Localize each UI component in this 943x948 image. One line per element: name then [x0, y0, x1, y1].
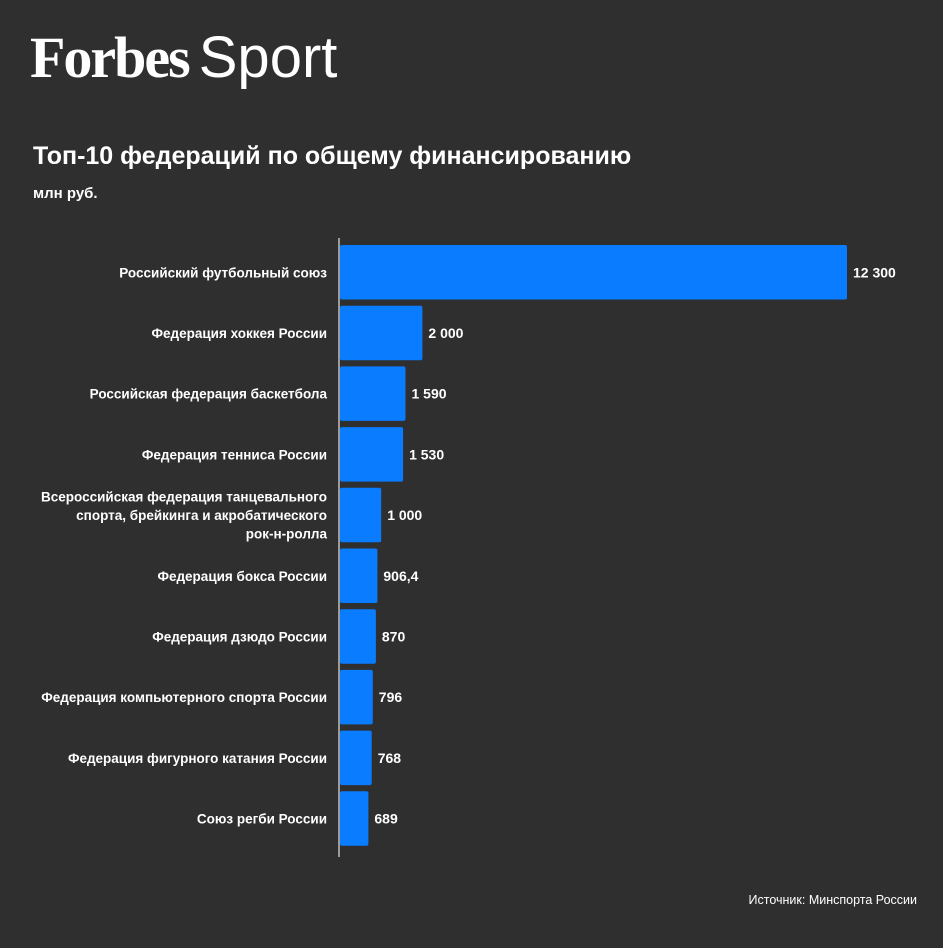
bar-value-label: 689	[374, 811, 398, 827]
category-label-line: Федерация хоккея России	[151, 326, 327, 341]
category-label: Федерация дзюдо России	[152, 630, 327, 645]
category-label-line: Союз регби России	[197, 812, 327, 827]
category-label: Федерация компьютерного спорта России	[41, 690, 327, 705]
bar	[340, 548, 378, 603]
bar	[340, 609, 376, 664]
bar-value-label: 1 000	[387, 507, 422, 523]
bar-value-label: 1 590	[412, 386, 447, 402]
category-label-line: Российская федерация баскетбола	[90, 387, 328, 402]
category-label: Союз регби России	[197, 812, 327, 827]
bar-value-label: 870	[382, 629, 406, 645]
bar	[340, 487, 382, 543]
category-label-line: Федерация бокса России	[157, 569, 327, 584]
bar-value-label: 796	[379, 689, 403, 705]
bar	[340, 245, 847, 300]
source-note: Источник: Минспорта России	[748, 893, 917, 907]
category-label-line: Федерация дзюдо России	[152, 630, 327, 645]
bar-value-label: 768	[378, 750, 402, 766]
logo-brand: Forbes	[30, 25, 191, 90]
bar-value-label: 12 300	[853, 264, 896, 280]
category-label-line: Федерация тенниса России	[142, 447, 327, 462]
forbes-sport-logo: Forbes Sport	[30, 26, 337, 90]
category-label: Федерация фигурного катания России	[68, 751, 327, 766]
category-label-line: Федерация фигурного катания России	[68, 751, 327, 766]
bar-value-label: 2 000	[428, 325, 463, 341]
bar	[340, 305, 423, 361]
category-label-line: Всероссийская федерация танцевального	[41, 490, 327, 505]
logo-section: Sport	[198, 25, 338, 90]
bar	[340, 669, 373, 725]
bar	[340, 366, 406, 421]
bar	[340, 730, 372, 786]
category-label-line: Российский футбольный союз	[119, 265, 327, 280]
category-label: Российская федерация баскетбола	[90, 387, 328, 402]
category-label: Федерация тенниса России	[142, 447, 327, 462]
category-label-line: спорта, брейкинга и акробатического	[76, 508, 327, 523]
bar	[340, 791, 369, 846]
category-label: Всероссийская федерация танцевального спо…	[41, 490, 327, 542]
category-label: Федерация хоккея России	[151, 326, 327, 341]
category-label: Федерация бокса России	[157, 569, 327, 584]
bar-value-label: 906,4	[383, 568, 418, 584]
chart-title: Топ-10 федераций по общему финансировани…	[33, 142, 632, 170]
category-label: Российский футбольный союз	[119, 265, 327, 280]
category-label-line: рок-н-ролла	[246, 527, 328, 542]
bar	[340, 427, 404, 482]
category-label-line: Федерация компьютерного спорта России	[41, 690, 327, 705]
chart-unit: млн руб.	[33, 185, 98, 202]
bar-value-label: 1 530	[409, 446, 444, 462]
